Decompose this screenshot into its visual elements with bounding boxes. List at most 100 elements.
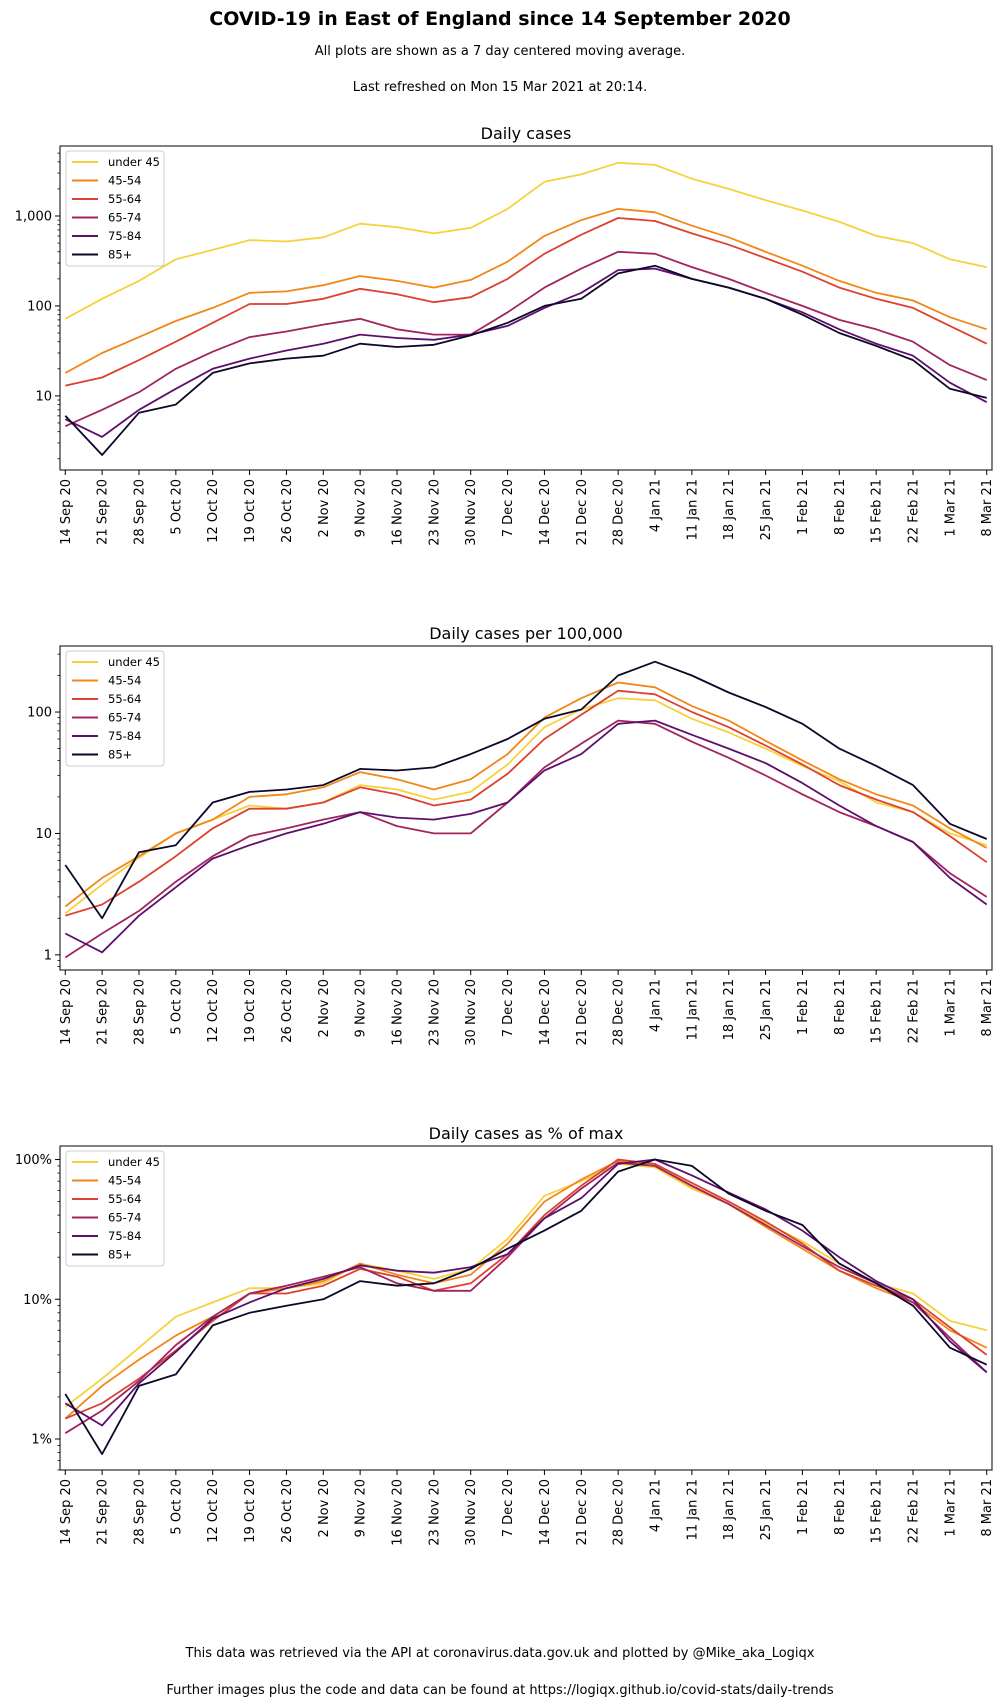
x-tick-label: 4 Jan 21: [649, 479, 664, 532]
legend-label: 65-74: [108, 711, 141, 725]
x-tick-label: 8 Mar 21: [980, 479, 995, 537]
x-tick-label: 1 Mar 21: [943, 1479, 958, 1537]
footer-link: Further images plus the code and data ca…: [166, 1683, 834, 1698]
x-tick-label: 28 Sep 20: [132, 1479, 147, 1545]
x-tick-label: 8 Feb 21: [833, 1479, 848, 1535]
plot-frame: [59, 645, 993, 971]
series-line-75-84: [64, 719, 988, 954]
legend-label: 75-84: [108, 729, 141, 743]
series-line-under-45: [64, 161, 987, 320]
chart-daily-cases: Daily cases 10 100 1,000 14 Sep 20 21 Sep 20 2…: [15, 124, 995, 546]
chart-daily-cases-per-100k: Daily cases per 100,000 1 10 100 14 Sep 20 21…: [27, 624, 995, 1046]
x-tick-label: 15 Feb 21: [870, 479, 885, 543]
legend-label: 45-54: [108, 174, 141, 188]
x-tick-label: 14 Sep 20: [59, 479, 74, 545]
legend-label: 85+: [108, 748, 132, 762]
x-tick-label: 1 Feb 21: [796, 1479, 811, 1535]
legend-label: 55-64: [108, 692, 141, 706]
series-line-75-84: [64, 1158, 988, 1427]
y-tick-label: 100%: [15, 1153, 52, 1168]
x-tick-label: 18 Jan 21: [722, 1479, 737, 1540]
x-tick-label: 15 Feb 21: [870, 1479, 885, 1543]
x-tick-label: 15 Feb 21: [870, 979, 885, 1043]
x-tick-label: 21 Dec 20: [575, 979, 590, 1046]
series-line-45-54: [64, 681, 988, 908]
x-tick-label: 14 Dec 20: [538, 1479, 553, 1546]
legend-label: 75-84: [108, 229, 141, 243]
x-tick-label: 21 Sep 20: [96, 479, 111, 545]
x-tick-label: 9 Nov 20: [354, 1479, 369, 1537]
x-tick-label: 5 Oct 20: [169, 1479, 184, 1535]
x-tick-label: 9 Nov 20: [354, 479, 369, 537]
x-tick-label: 26 Oct 20: [280, 479, 295, 543]
series-lines: [64, 1158, 988, 1456]
x-tick-label: 23 Nov 20: [427, 479, 442, 546]
y-axis: 10 100 1,000: [15, 152, 60, 460]
y-tick-label: 100: [27, 299, 52, 314]
y-tick-label: 10: [35, 827, 52, 842]
x-tick-label: 18 Jan 21: [722, 979, 737, 1040]
y-tick-label: 100: [27, 706, 52, 721]
x-tick-label: 14 Sep 20: [59, 979, 74, 1045]
y-axis: 1 10 100: [27, 653, 60, 967]
x-tick-label: 9 Nov 20: [354, 979, 369, 1037]
x-tick-label: 28 Dec 20: [612, 979, 627, 1046]
y-tick-label: 10%: [23, 1293, 52, 1308]
legend: under 45 45-54 55-64 65-74 75-84 85+: [65, 1150, 165, 1267]
series-line-55-64: [65, 689, 988, 917]
x-tick-label: 22 Feb 21: [907, 479, 922, 543]
series-line-55-64: [65, 217, 988, 387]
page-title: COVID-19 in East of England since 14 Sep…: [209, 8, 791, 30]
chart-title: Daily cases: [481, 124, 572, 143]
legend-label: 75-84: [108, 1229, 141, 1243]
series-line-under-45: [64, 697, 987, 915]
x-tick-label: 30 Nov 20: [464, 979, 479, 1046]
x-axis: 14 Sep 20 21 Sep 20 28 Sep 20 5 Oct 20 12 Oc…: [59, 1470, 995, 1546]
plot-frame: [59, 1145, 993, 1471]
x-tick-label: 25 Jan 21: [759, 1479, 774, 1540]
x-tick-label: 21 Sep 20: [96, 979, 111, 1045]
x-tick-label: 1 Feb 21: [796, 979, 811, 1035]
x-tick-label: 2 Nov 20: [317, 479, 332, 537]
x-tick-label: 16 Nov 20: [390, 979, 405, 1046]
legend-label: under 45: [108, 655, 160, 669]
series-line-55-64: [64, 1158, 988, 1420]
series-line-65-74: [64, 719, 988, 959]
legend-label: 55-64: [108, 1192, 141, 1206]
x-tick-label: 26 Oct 20: [280, 1479, 295, 1543]
x-tick-label: 11 Jan 21: [685, 979, 700, 1040]
x-tick-label: 21 Dec 20: [575, 1479, 590, 1546]
x-tick-label: 21 Sep 20: [96, 1479, 111, 1545]
y-axis: 1% 10% 100%: [15, 1153, 60, 1471]
x-tick-label: 2 Nov 20: [317, 979, 332, 1037]
x-tick-label: 23 Nov 20: [427, 979, 442, 1046]
x-tick-label: 19 Oct 20: [243, 979, 258, 1043]
chart-title: Daily cases as % of max: [429, 1124, 624, 1143]
x-tick-label: 1 Mar 21: [943, 979, 958, 1037]
x-tick-label: 23 Nov 20: [427, 1479, 442, 1546]
x-tick-label: 12 Oct 20: [206, 479, 221, 543]
y-tick-label: 1: [44, 948, 52, 963]
x-tick-label: 7 Dec 20: [501, 479, 516, 537]
series-line-85-: [64, 264, 987, 456]
legend-label: 45-54: [108, 1174, 141, 1188]
x-tick-label: 12 Oct 20: [206, 979, 221, 1043]
x-tick-label: 7 Dec 20: [501, 979, 516, 1037]
series-line-65-74: [64, 1161, 988, 1434]
x-tick-label: 8 Feb 21: [833, 979, 848, 1035]
plot-frame: [59, 145, 993, 471]
legend: under 45 45-54 55-64 65-74 75-84 85+: [65, 150, 165, 267]
x-tick-label: 14 Sep 20: [59, 1479, 74, 1545]
x-tick-label: 14 Dec 20: [538, 979, 553, 1046]
x-tick-label: 22 Feb 21: [907, 979, 922, 1043]
x-tick-label: 1 Feb 21: [796, 479, 811, 535]
x-tick-label: 28 Dec 20: [612, 1479, 627, 1546]
y-tick-label: 1%: [31, 1433, 52, 1448]
legend-label: 65-74: [108, 1211, 141, 1225]
x-tick-label: 25 Jan 21: [759, 979, 774, 1040]
series-lines: [64, 161, 988, 456]
x-tick-label: 5 Oct 20: [169, 979, 184, 1035]
series-line-45-54: [64, 1159, 988, 1420]
x-tick-label: 7 Dec 20: [501, 1479, 516, 1537]
x-tick-label: 4 Jan 21: [649, 979, 664, 1032]
